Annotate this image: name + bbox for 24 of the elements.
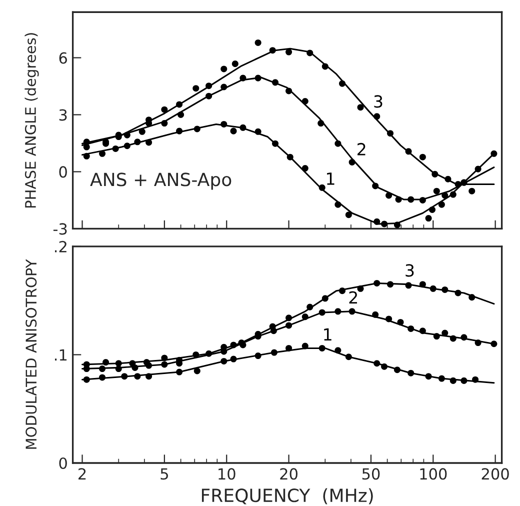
annotation: 1 xyxy=(324,328,332,341)
y-tick-label: .1 xyxy=(54,349,67,361)
y-tick-label: 3 xyxy=(59,109,67,121)
y-tick-label: -3 xyxy=(53,223,67,235)
x-tick-label: 50 xyxy=(362,468,380,480)
annotation: 3 xyxy=(374,95,382,108)
annotation: ANS + ANS-Apo xyxy=(90,172,232,190)
x-tick-label: 10 xyxy=(218,468,236,480)
y-tick-label: 0 xyxy=(59,457,67,470)
x-tick-label: 200 xyxy=(482,468,509,480)
x-tick-label: 5 xyxy=(160,468,168,480)
y-axis-title: MODULATED ANISOTROPY xyxy=(26,259,37,449)
y-tick-label: 6 xyxy=(59,52,67,64)
y-tick-label: 0 xyxy=(59,166,67,178)
annotation: 1 xyxy=(327,172,334,185)
x-axis-title: FREQUENCY (MHz) xyxy=(202,488,373,504)
annotation: 2 xyxy=(349,291,357,304)
annotation: 2 xyxy=(358,142,366,156)
annotation: 3 xyxy=(406,264,414,277)
x-tick-label: 100 xyxy=(420,468,447,480)
y-tick-label: .2 xyxy=(54,240,66,252)
y-axis-title: PHASE ANGLE (degrees) xyxy=(24,33,39,208)
x-tick-label: 2 xyxy=(78,468,86,480)
x-tick-label: 20 xyxy=(280,468,298,480)
